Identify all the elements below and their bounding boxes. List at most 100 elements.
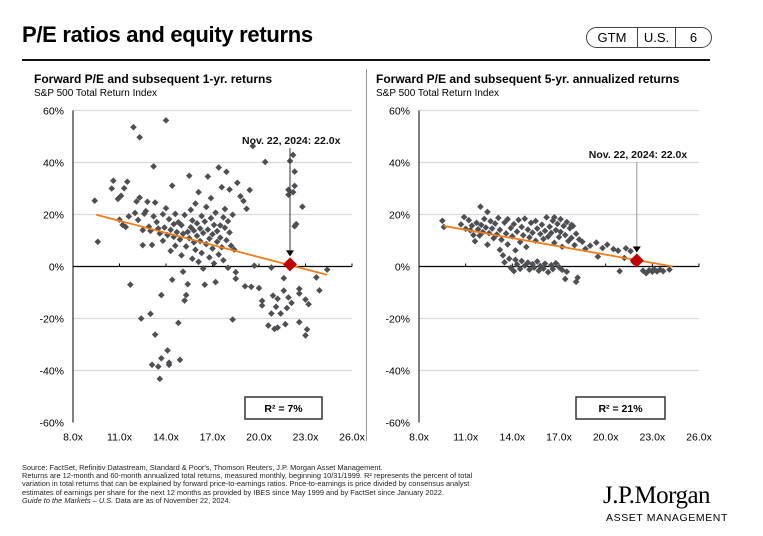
left-data-point <box>213 227 221 235</box>
right-data-point <box>504 241 511 248</box>
left-data-point <box>241 282 249 290</box>
left-data-point <box>285 186 292 194</box>
left-data-point <box>108 185 116 192</box>
right-data-point <box>484 241 491 248</box>
right-data-point <box>513 261 521 268</box>
right-data-point <box>579 238 586 246</box>
left-data-point <box>292 220 300 228</box>
right-data-point <box>505 255 513 262</box>
left-data-point <box>182 243 190 250</box>
right-data-point <box>565 237 572 245</box>
right-data-point <box>614 247 622 254</box>
left-data-point <box>195 258 202 266</box>
right-data-point <box>622 245 630 252</box>
left-data-point <box>131 209 139 217</box>
left-data-point <box>164 231 171 239</box>
badge-section: GTM <box>587 28 638 47</box>
left-y-tick-label: 0% <box>49 262 64 274</box>
right-data-point <box>510 220 518 228</box>
left-y-tick-label: 60% <box>43 106 64 118</box>
left-data-point <box>139 226 147 234</box>
left-r-squared-label: R² = 7% <box>264 403 303 415</box>
left-data-point <box>150 213 157 220</box>
left-data-point <box>190 239 198 246</box>
left-data-point <box>229 316 236 323</box>
right-data-point <box>533 258 541 265</box>
left-data-point <box>216 234 224 241</box>
left-data-point <box>203 203 210 211</box>
left-data-point <box>190 227 198 234</box>
left-data-point <box>258 302 266 309</box>
right-data-point <box>490 234 497 242</box>
right-data-point <box>462 225 469 233</box>
left-y-tick-label: -20% <box>39 314 64 326</box>
left-data-point <box>269 292 277 299</box>
left-data-point <box>215 251 222 258</box>
left-data-point <box>175 319 182 327</box>
right-data-point <box>541 260 549 267</box>
left-data-point <box>193 220 201 227</box>
left-data-point <box>94 238 102 246</box>
right-data-point <box>659 267 667 275</box>
right-data-point <box>460 213 468 221</box>
left-data-point <box>181 297 188 304</box>
left-data-point <box>176 236 184 243</box>
right-y-tick-label: -60% <box>385 418 410 430</box>
right-data-point <box>616 267 623 275</box>
left-data-point <box>91 197 98 205</box>
right-data-point <box>599 244 606 252</box>
left-data-point <box>179 268 187 275</box>
left-data-point <box>176 356 184 364</box>
right-data-point <box>471 237 479 245</box>
left-annotation-arrowhead <box>286 250 294 257</box>
right-data-point <box>468 222 476 229</box>
right-x-tick-label: 23.0x <box>639 432 665 444</box>
left-data-point <box>243 205 250 213</box>
right-data-point <box>498 236 505 244</box>
right-data-point <box>554 220 561 228</box>
right-data-point <box>557 228 564 236</box>
left-data-point <box>261 158 269 166</box>
right-data-point <box>519 232 527 239</box>
left-data-point <box>167 247 174 255</box>
right-data-point <box>594 253 602 260</box>
right-data-point <box>656 266 664 273</box>
left-data-point <box>175 219 182 226</box>
right-data-point <box>538 221 546 228</box>
right-data-point <box>516 265 524 273</box>
left-data-point <box>291 222 298 230</box>
left-data-point <box>302 332 309 339</box>
right-chart <box>418 109 700 423</box>
left-data-point <box>220 256 227 264</box>
left-x-tick-label: 11.0x <box>107 432 133 444</box>
left-data-point <box>305 300 312 308</box>
right-data-point <box>557 215 564 223</box>
footnote-line-2: variation in total returns that can be e… <box>22 479 470 489</box>
left-data-point <box>161 224 168 231</box>
left-data-point <box>316 287 323 294</box>
left-data-point <box>159 237 167 245</box>
right-data-point <box>524 226 532 233</box>
left-data-point <box>212 278 219 286</box>
left-data-point <box>168 276 176 284</box>
left-data-point <box>127 281 134 288</box>
right-data-point <box>477 221 485 229</box>
left-data-point <box>178 252 185 259</box>
left-y-tick-label: -40% <box>39 366 64 378</box>
right-x-tick-label: 26.0x <box>686 432 712 444</box>
left-data-point <box>184 228 191 236</box>
left-data-point <box>137 315 145 322</box>
left-data-point <box>192 200 199 207</box>
right-data-point <box>507 224 515 232</box>
left-data-point <box>303 326 311 333</box>
right-data-point <box>551 214 558 221</box>
left-r-squared-box <box>244 396 323 420</box>
left-data-point <box>198 212 205 220</box>
footnote-guide: Guide to the Markets – U.S. Data are as … <box>22 496 592 505</box>
left-x-tick-label: 17.0x <box>200 432 226 444</box>
left-data-point <box>216 222 224 229</box>
right-data-point <box>521 215 529 222</box>
left-data-point <box>162 117 170 124</box>
left-data-point <box>193 232 201 240</box>
left-data-point <box>134 216 142 224</box>
